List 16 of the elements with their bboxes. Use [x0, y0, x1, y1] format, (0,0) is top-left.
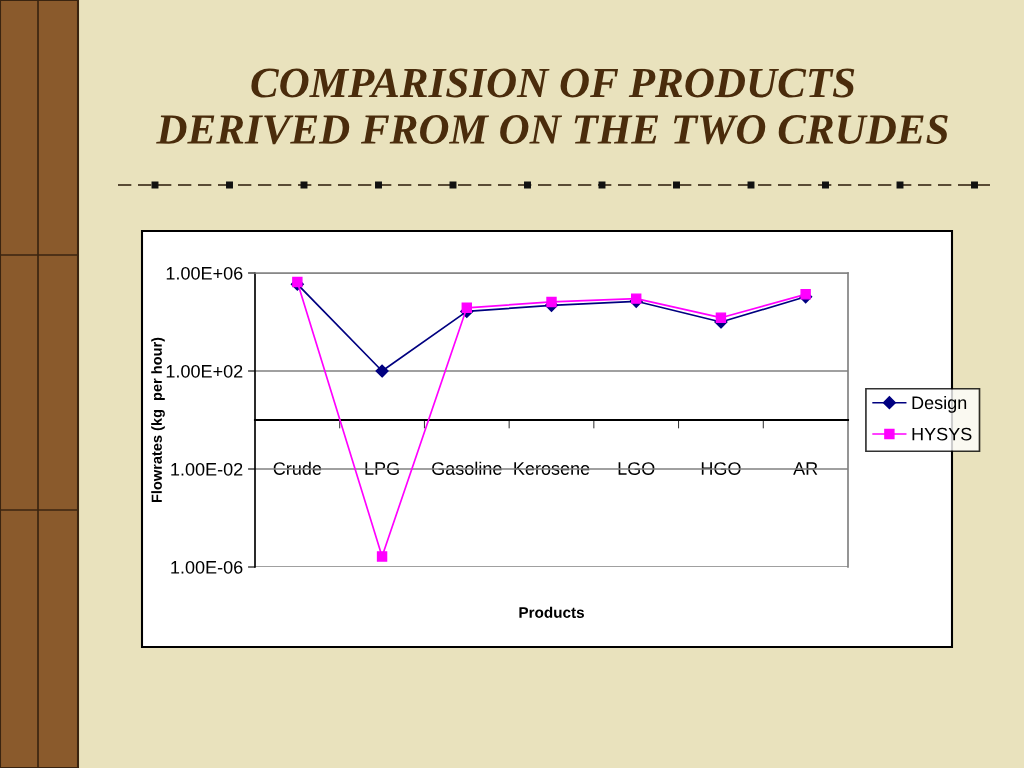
x-tick-label: AR [793, 462, 818, 475]
x-tick-label: HGO [701, 462, 741, 475]
y-tick-label: 1.00E+06 [166, 266, 243, 280]
y-tick-label: 1.00E-02 [171, 462, 243, 476]
legend-label: Design [912, 395, 967, 413]
x-tick-label: LGO [618, 462, 655, 475]
x-tick-label: Crude [273, 461, 322, 475]
x-tick-label: Kerosene [514, 462, 590, 475]
x-tick-label: Gasoline [432, 461, 502, 475]
y-tick-label: 1.00E-06 [171, 560, 243, 574]
x-axis-title: Products [519, 606, 584, 618]
y-axis-title: Flowrates (kg per hour) [151, 337, 165, 503]
x-tick-label: LPG [365, 462, 399, 475]
chart-title: COMPARISION OF PRODUCTS DERIVED FROM ON THE TWO CRUDES [156, 68, 948, 145]
legend-label: HYSYS [912, 427, 972, 441]
y-tick-label: 1.00E+02 [166, 364, 243, 378]
